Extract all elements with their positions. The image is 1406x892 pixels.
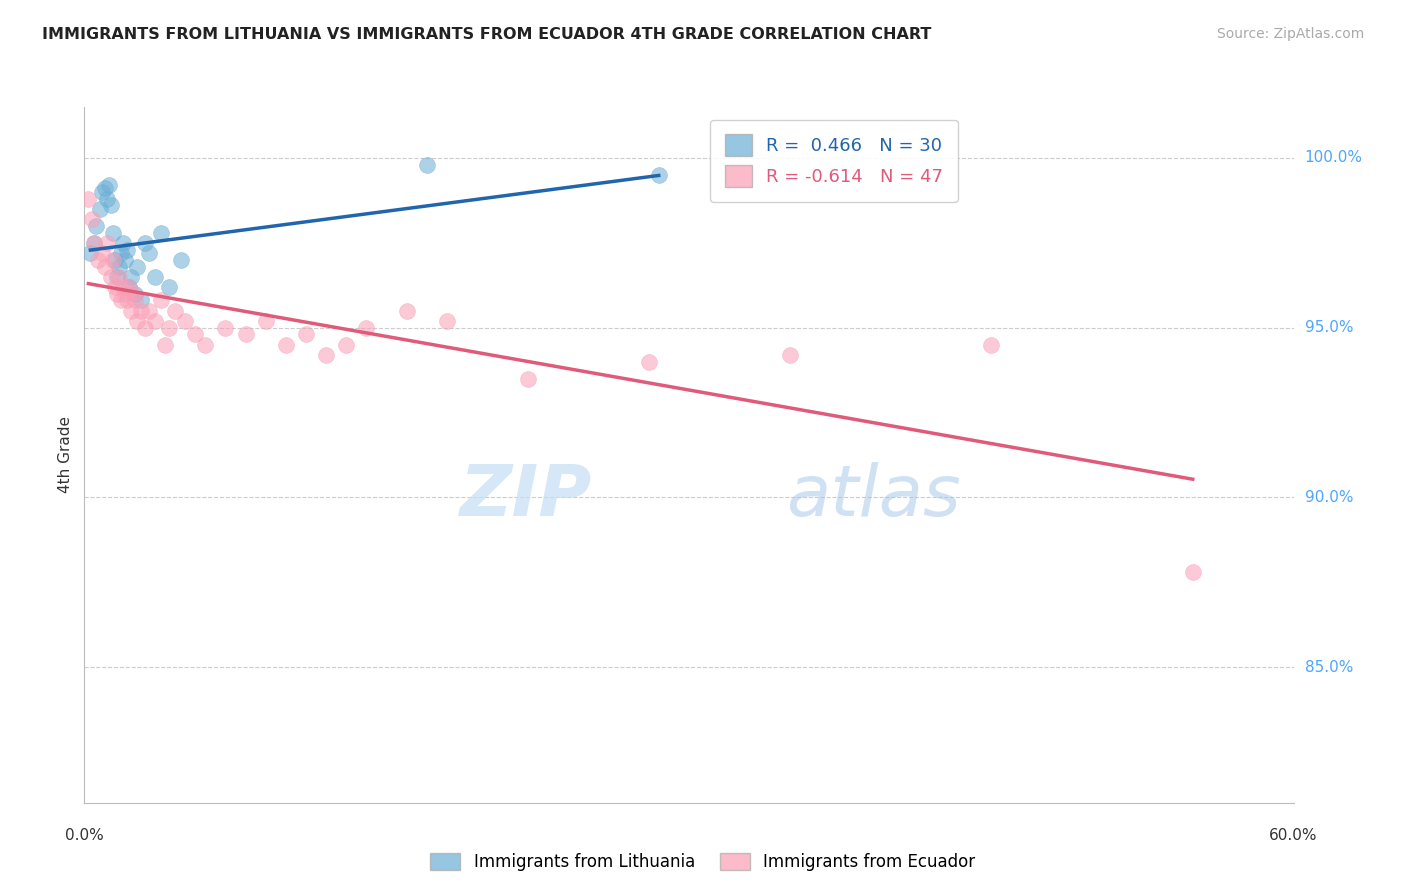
Point [105, 286, 128, 301]
Point [395, 303, 418, 318]
Point [149, 293, 172, 308]
Point [235, 327, 257, 342]
Point [107, 260, 129, 274]
Point [295, 327, 318, 342]
Point [516, 371, 538, 385]
Point [111, 280, 134, 294]
Point [118, 280, 141, 294]
Text: ZIP: ZIP [460, 462, 592, 531]
Point [86, 219, 108, 233]
Point [96, 235, 118, 250]
Point [194, 337, 217, 351]
Text: IMMIGRANTS FROM LITHUANIA VS IMMIGRANTS FROM ECUADOR 4TH GRADE CORRELATION CHART: IMMIGRANTS FROM LITHUANIA VS IMMIGRANTS … [42, 27, 932, 42]
Point [101, 226, 124, 240]
Point [254, 314, 277, 328]
Point [143, 269, 166, 284]
Point [124, 293, 146, 308]
Text: Source: ZipAtlas.com: Source: ZipAtlas.com [1216, 27, 1364, 41]
Point [100, 198, 122, 212]
Legend: Immigrants from Lithuania, Immigrants from Ecuador: Immigrants from Lithuania, Immigrants fr… [422, 845, 984, 880]
Point [97, 178, 120, 193]
Point [129, 303, 152, 318]
Text: atlas: atlas [786, 462, 960, 531]
Text: 60.0%: 60.0% [1270, 828, 1317, 843]
Point [120, 303, 142, 318]
Point [129, 293, 152, 308]
Point [83, 235, 105, 250]
Text: 90.0%: 90.0% [1305, 490, 1353, 505]
Y-axis label: 4th Grade: 4th Grade [58, 417, 73, 493]
Point [110, 293, 132, 308]
Point [101, 252, 124, 267]
Point [120, 269, 142, 284]
Point [118, 280, 141, 294]
Point [134, 235, 156, 250]
Point [110, 246, 132, 260]
Point [104, 252, 127, 267]
Point [134, 320, 156, 334]
Point [105, 269, 128, 284]
Point [121, 286, 143, 301]
Point [335, 337, 357, 351]
Point [82, 212, 104, 227]
Point [170, 252, 193, 267]
Point [174, 314, 197, 328]
Point [96, 192, 118, 206]
Point [647, 168, 671, 182]
Point [356, 320, 378, 334]
Point [115, 243, 138, 257]
Point [104, 280, 127, 294]
Point [91, 185, 114, 199]
Point [93, 181, 115, 195]
Point [77, 192, 100, 206]
Text: 85.0%: 85.0% [1305, 659, 1353, 674]
Point [157, 320, 180, 334]
Point [637, 354, 659, 368]
Point [157, 280, 180, 294]
Point [143, 314, 166, 328]
Point [91, 246, 114, 260]
Point [125, 260, 148, 274]
Point [214, 320, 236, 334]
Point [274, 337, 297, 351]
Point [315, 348, 337, 362]
Point [165, 303, 187, 318]
Text: 100.0%: 100.0% [1305, 151, 1362, 165]
Point [115, 293, 138, 308]
Point [87, 252, 110, 267]
Point [149, 226, 172, 240]
Point [124, 286, 146, 301]
Point [114, 286, 136, 301]
Point [79, 246, 101, 260]
Point [416, 158, 439, 172]
Point [100, 269, 122, 284]
Point [111, 235, 134, 250]
Point [93, 260, 115, 274]
Point [83, 235, 105, 250]
Point [1181, 565, 1204, 579]
Legend: R =  0.466   N = 30, R = -0.614   N = 47: R = 0.466 N = 30, R = -0.614 N = 47 [710, 120, 957, 202]
Point [138, 303, 160, 318]
Point [436, 314, 458, 328]
Text: 0.0%: 0.0% [65, 828, 104, 843]
Point [89, 202, 111, 216]
Point [107, 269, 129, 284]
Point [184, 327, 207, 342]
Point [138, 246, 160, 260]
Point [980, 337, 1002, 351]
Point [114, 252, 136, 267]
Point [153, 337, 176, 351]
Point [779, 348, 801, 362]
Text: 95.0%: 95.0% [1305, 320, 1353, 335]
Point [125, 314, 148, 328]
